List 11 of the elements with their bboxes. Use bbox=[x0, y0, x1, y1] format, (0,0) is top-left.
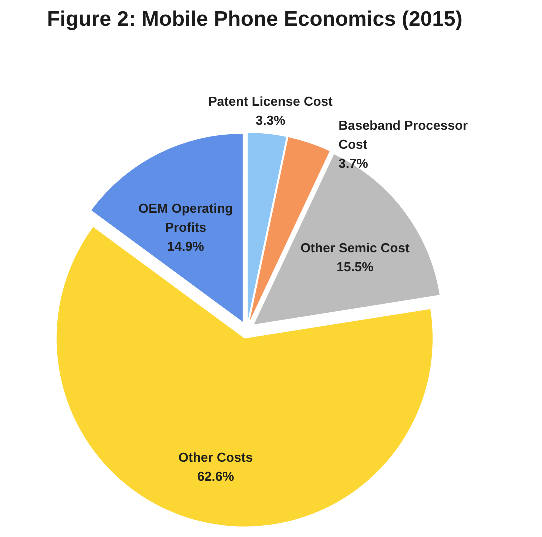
slice-label: Other Costs bbox=[178, 450, 254, 465]
data-label: 62.6% bbox=[197, 468, 235, 484]
slice-label: Baseband Processor Cost bbox=[338, 118, 468, 152]
chart-title: Figure 2: Mobile Phone Economics (2015) bbox=[47, 8, 463, 31]
slice-label: Other Semic Cost bbox=[300, 240, 410, 256]
data-label: 3.7% bbox=[338, 156, 369, 172]
data-label: 15.5% bbox=[336, 260, 374, 275]
slice-label: Patent License Cost bbox=[208, 94, 334, 109]
data-label: 3.3% bbox=[256, 112, 286, 128]
slice-label: OEM Operating Profits bbox=[138, 201, 234, 236]
data-label: 14.9% bbox=[167, 239, 205, 254]
